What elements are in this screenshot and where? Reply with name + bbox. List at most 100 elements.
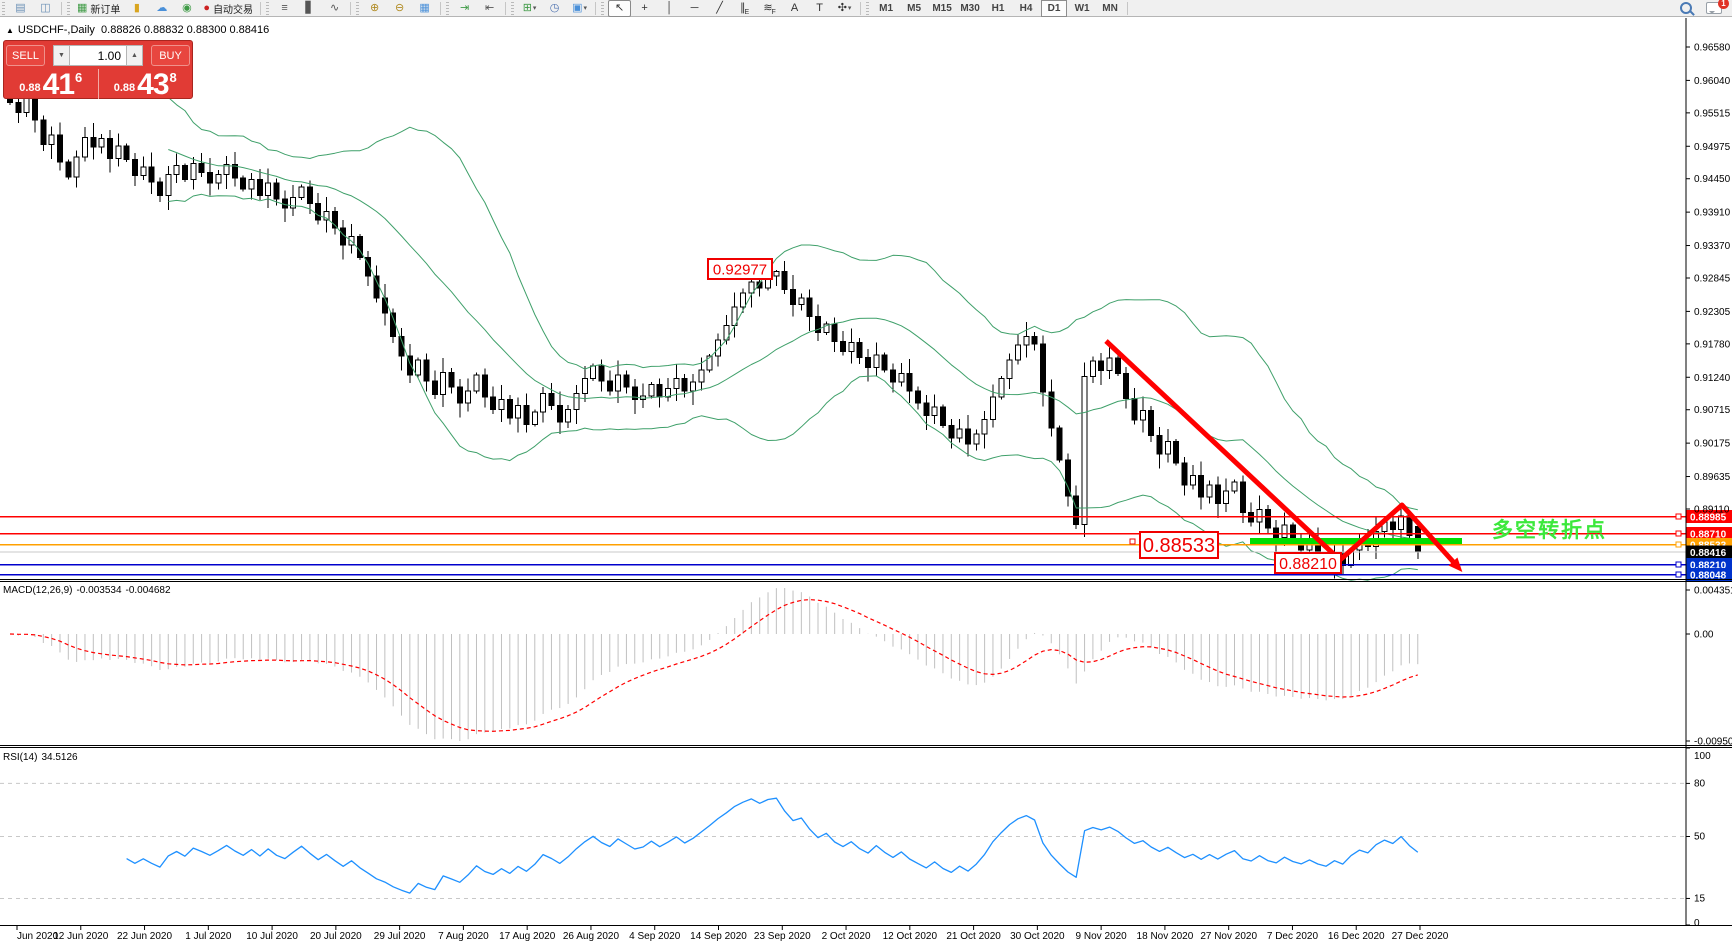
tile-windows-icon[interactable]: ▦ — [419, 1, 430, 14]
auto-scroll-icon[interactable]: ⇥ — [459, 1, 470, 14]
date-tick-label: 18 Nov 2020 — [1137, 931, 1194, 942]
toolbar-grip — [601, 1, 605, 15]
sell-price-big: 41 — [42, 67, 75, 101]
trendline-icon[interactable]: ╱ — [716, 1, 723, 14]
vertical-line-icon[interactable]: │ — [666, 1, 673, 14]
price-tag-text: 0.88985 — [1690, 513, 1727, 524]
price-tag-text: 0.88210 — [1690, 561, 1727, 572]
buy-price-sup: 8 — [169, 70, 177, 85]
zoom-out-icon[interactable]: ⊖ — [394, 1, 405, 14]
fibonacci-icon[interactable]: ≋ F — [763, 1, 776, 16]
annotation-price-box — [707, 258, 773, 280]
price-tag — [1686, 558, 1732, 572]
lot-increase-button[interactable]: ▲ — [126, 45, 143, 66]
timeframe-d1[interactable]: D1 — [1041, 0, 1068, 17]
toolbar-grip — [356, 1, 360, 15]
market-depth-icon[interactable]: ▮ — [133, 1, 140, 14]
price-tag-text: 0.88710 — [1690, 530, 1727, 541]
axis-tick-label: 0.90175 — [1694, 439, 1731, 450]
timeframe-m30[interactable]: M30 — [960, 2, 980, 14]
text-label-icon[interactable]: T — [816, 1, 823, 14]
search-icon[interactable] — [1680, 2, 1692, 14]
annotation-price-box — [1139, 531, 1219, 559]
arrows-icon[interactable]: ✣ ▾ — [837, 1, 852, 14]
bollinger-upper — [167, 97, 1418, 511]
toolbar-grip — [67, 1, 70, 15]
lot-decrease-button[interactable]: ▼ — [53, 45, 70, 66]
annotation-price-text: 0.88533 — [1143, 535, 1215, 557]
equidistant-channel-icon[interactable]: ∥ E — [739, 1, 750, 16]
annotation-price-box — [1274, 552, 1342, 574]
dropdown-arrow-icon: ▾ — [847, 5, 852, 12]
timeframe-m15[interactable]: M15 — [932, 2, 952, 14]
date-tick-label: 12 Jun 2020 — [53, 931, 108, 942]
toolbar: ▤ ◫ ▦ 新订单 ▮ ☁ ◉ ● 自动交易 ≡ ▋ ∿ ⊕ ⊖ ▦ ⇥ ⇤ ⊞ ▾ ◷ ▣ ▾ ↖ + │ ─ ╱ ∥ E ≋ F A T ✣ ▾… — [0, 0, 1732, 17]
line-handle — [1675, 513, 1682, 520]
one-click-trading-panel: SELL ▼ 1.00 ▲ BUY 0.88 41 6 0.88 43 8 — [3, 40, 193, 99]
text-icon[interactable]: A — [790, 1, 799, 14]
date-tick-label: 17 Aug 2020 — [499, 931, 556, 942]
periods-icon[interactable]: ◷ — [549, 1, 560, 14]
buy-button[interactable]: BUY — [151, 45, 190, 66]
horizontal-line-icon[interactable]: ─ — [690, 1, 699, 14]
macd-panel: 0.004351 0.00 -0.009504 — [9, 586, 1732, 748]
line-chart-icon[interactable]: ∿ — [329, 1, 340, 14]
rsi-value: 34.5126 — [41, 752, 78, 763]
timeframe-h1[interactable]: H1 — [991, 2, 1005, 14]
axis-tick-label: 0.92845 — [1694, 274, 1731, 285]
label-anchor-handle — [1129, 538, 1136, 545]
price-axis: 0.96580 0.96040 0.95515 0.94975 0.94450 0.939… — [1685, 18, 1731, 925]
autotrading-icon[interactable]: ● 自动交易 — [203, 1, 254, 16]
new-order-icon[interactable]: ▦ 新订单 — [77, 1, 121, 16]
axis-tick-label: 0.91240 — [1694, 373, 1731, 384]
line-handle — [1675, 571, 1682, 578]
annotation-price-text: 0.92977 — [713, 261, 767, 278]
timeframe-m1[interactable]: M1 — [879, 2, 894, 14]
sell-button[interactable]: SELL — [6, 45, 45, 66]
timeframe-h4[interactable]: H4 — [1019, 2, 1033, 14]
zoom-in-icon[interactable]: ⊕ — [369, 1, 380, 14]
collapse-arrow-icon[interactable]: ▲ — [6, 26, 14, 35]
new-chart-icon[interactable]: ▤ — [15, 1, 26, 14]
trend-arrow-line — [1104, 339, 1459, 568]
price-tag-text: 0.88048 — [1690, 571, 1727, 582]
toolbar-right: 1 — [1680, 0, 1729, 14]
new-order-label: 新订单 — [90, 4, 121, 16]
bar-chart-icon[interactable]: ≡ — [281, 1, 288, 14]
dropdown-arrow-icon: ▾ — [532, 5, 537, 12]
templates-icon[interactable]: ▣ ▾ — [572, 1, 588, 14]
candlestick-chart-icon[interactable]: ▋ — [305, 1, 314, 14]
timeframe-m5[interactable]: M5 — [907, 2, 922, 14]
timeframe-w1[interactable]: W1 — [1074, 2, 1090, 14]
axis-tick-label: 0.91780 — [1694, 339, 1731, 350]
indicators-icon[interactable]: ⊞ ▾ — [522, 1, 537, 14]
print-preview-icon[interactable]: ◫ — [40, 1, 51, 14]
axis-tick-label: 0.94450 — [1694, 174, 1731, 185]
cursor-icon[interactable]: ↖ — [608, 0, 632, 17]
toolbar-separator — [260, 1, 262, 15]
line-handle — [1675, 541, 1682, 548]
date-tick-label: 9 Nov 2020 — [1076, 931, 1128, 942]
sell-price-display[interactable]: 0.88 41 6 — [4, 69, 98, 99]
macd-signal-value: -0.004682 — [125, 585, 171, 596]
crosshair-icon[interactable]: + — [641, 1, 648, 14]
chat-icon[interactable]: 1 — [1706, 0, 1729, 14]
date-tick-label: 2 Oct 2020 — [822, 931, 871, 942]
chart-shift-icon[interactable]: ⇤ — [484, 1, 495, 14]
mql5-community-icon[interactable]: ☁ — [156, 1, 168, 14]
rsi-axis-label: 80 — [1694, 778, 1706, 789]
toolbar-separator — [595, 1, 597, 15]
buy-price-prefix: 0.88 — [113, 82, 136, 94]
macd-axis-label: -0.009504 — [1694, 737, 1732, 748]
autotrading-label: 自动交易 — [213, 4, 254, 16]
buy-price-display[interactable]: 0.88 43 8 — [97, 69, 193, 99]
rsi-line — [126, 797, 1419, 894]
lot-size-input[interactable]: 1.00 — [70, 45, 126, 66]
date-tick-label: 20 Jul 2020 — [310, 931, 362, 942]
date-tick-label: 30 Oct 2020 — [1010, 931, 1065, 942]
toolbar-separator — [440, 1, 442, 15]
price-tag — [1686, 527, 1732, 541]
signals-icon[interactable]: ◉ — [182, 1, 192, 14]
timeframe-mn[interactable]: MN — [1102, 2, 1118, 14]
